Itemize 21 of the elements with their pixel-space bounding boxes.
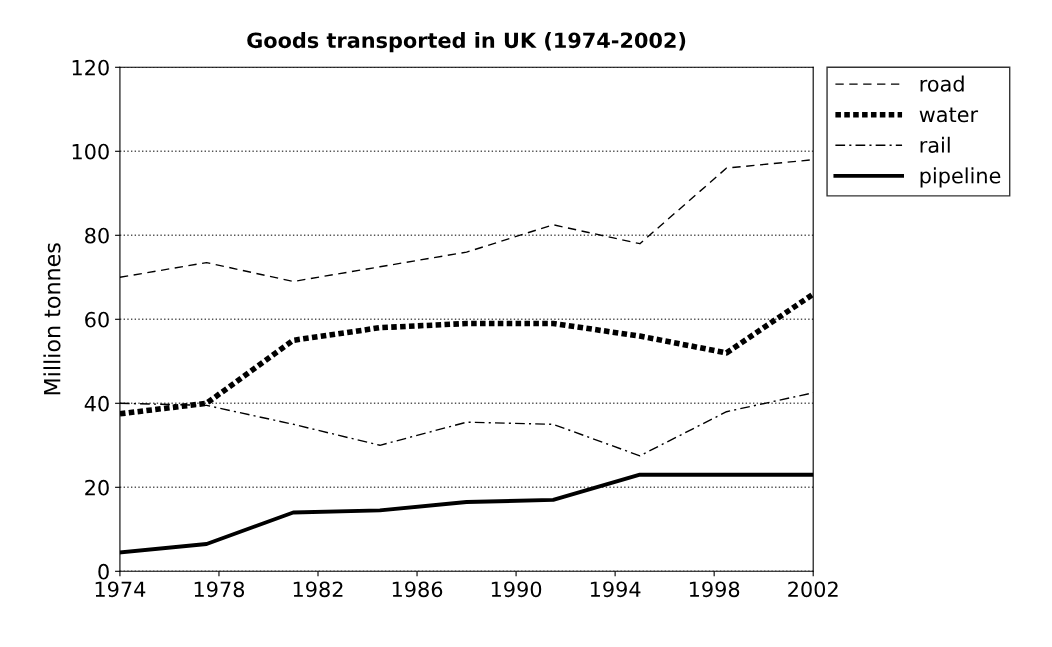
y-tick-label: 20 <box>85 479 109 496</box>
legend-label: road <box>920 75 964 92</box>
legend-label: rail <box>920 136 950 153</box>
y-axis-title: Million tonnes <box>43 243 61 395</box>
y-tick-label: 60 <box>85 311 109 328</box>
x-tick-label: 1990 <box>491 581 542 598</box>
y-tick-label: 0 <box>98 563 109 580</box>
chart-title: Goods transported in UK (1974-2002) <box>247 32 686 53</box>
x-tick-label: 2002 <box>788 581 838 598</box>
legend-label: pipeline <box>920 167 1001 188</box>
x-tick-label: 1978 <box>194 581 245 598</box>
y-tick-label: 40 <box>84 395 109 412</box>
x-tick-label: 1974 <box>95 581 146 598</box>
y-tick-label: 80 <box>85 227 109 244</box>
legend-label: water <box>919 107 979 123</box>
x-tick-label: 1986 <box>392 581 443 598</box>
x-tick-label: 1982 <box>293 581 343 598</box>
x-tick-label: 1998 <box>689 581 740 598</box>
x-tick-label: 1994 <box>590 581 641 598</box>
y-tick-label: 100 <box>72 143 109 160</box>
y-tick-label: 120 <box>72 59 109 76</box>
